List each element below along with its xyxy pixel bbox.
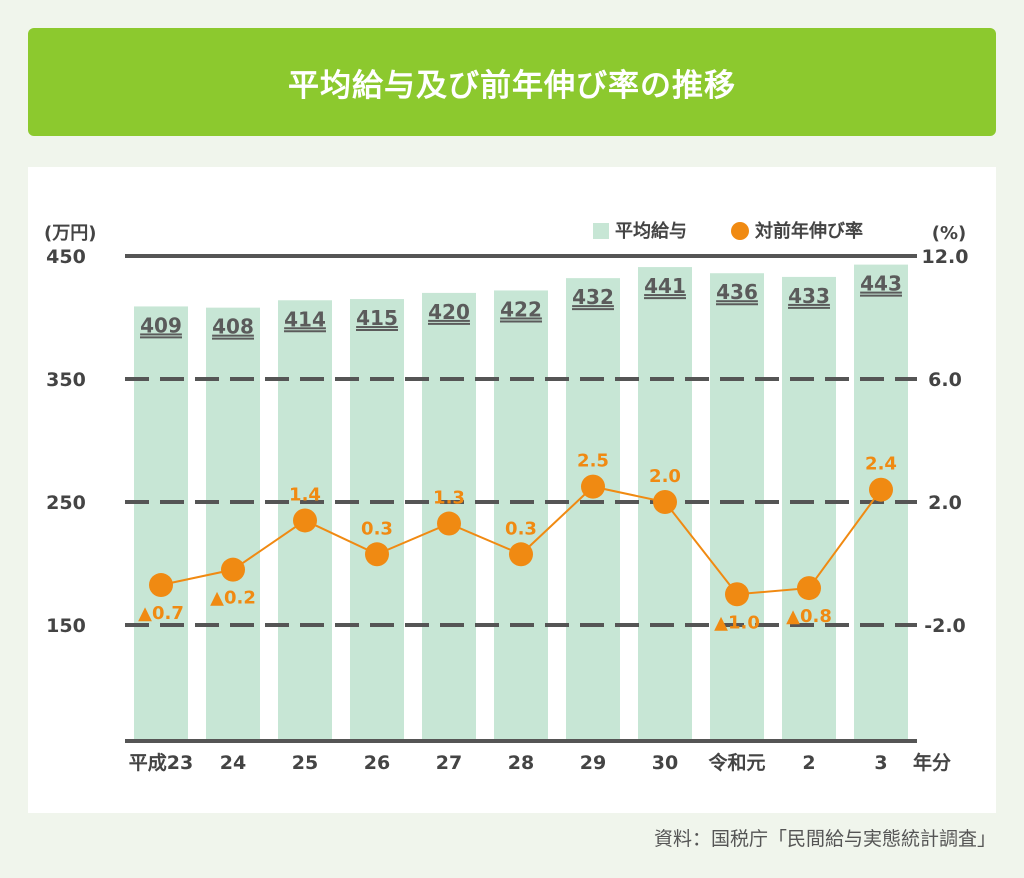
bar-value-label: 436 [716,280,758,304]
growth-value-label: 2.4 [865,454,897,475]
x-axis-unit: 年分 [913,751,951,774]
bar [710,273,764,741]
growth-point [581,474,605,499]
x-tick-label: 27 [436,752,462,774]
left-tick-label: 250 [46,492,86,514]
growth-value-label: 0.3 [361,518,393,539]
bar-value-label: 420 [428,300,470,324]
x-tick-label: 25 [292,752,318,774]
bar [206,307,260,741]
left-tick-label: 450 [46,246,86,268]
title-banner: 平均給与及び前年伸び率の推移 [28,28,996,136]
growth-point [653,490,677,514]
bar [782,276,836,741]
bar-value-label: 415 [356,306,398,330]
chart-title: 平均給与及び前年伸び率の推移 [288,67,736,104]
legend-bar-label: 平均給与 [615,220,687,242]
bar-value-label: 432 [572,285,614,309]
combo-chart: 409 408 414 415 420 422 432 441 436 433 443 (万円)450… [44,220,969,774]
bar-value-label: 408 [212,315,254,339]
left-tick-label: 150 [46,615,86,637]
bar [134,306,188,741]
growth-value-label: 1.3 [433,488,465,509]
bar-value-label: 441 [644,274,686,298]
bar-value-label: 443 [860,272,902,296]
growth-point [221,557,245,582]
right-tick-label: 2.0 [928,492,962,514]
growth-value-label: ▲0.8 [786,606,832,627]
x-tick-label: 26 [364,752,390,774]
source-note: 資料：国税庁「民間給与実態統計調査」 [653,828,996,850]
x-tick-label: 29 [580,752,606,774]
growth-value-label: 2.0 [649,466,681,487]
x-tick-label: 3 [874,752,887,774]
growth-point [437,511,461,536]
x-tick-label: 平成23 [129,751,193,774]
bar-value-label: 422 [500,297,542,321]
x-tick-label: 28 [508,752,534,774]
right-tick-label: -2.0 [924,615,966,637]
growth-value-label: 2.5 [577,451,609,472]
growth-value-label: ▲0.2 [210,588,256,609]
left-axis-unit: (万円) [44,223,96,244]
bar-value-label: 409 [140,313,182,337]
right-tick-label: 12.0 [922,246,969,268]
right-tick-label: 6.0 [928,369,962,391]
bar-value-label: 414 [284,307,326,331]
chart-panel: 409 408 414 415 420 422 432 441 436 433 443 (万円) 450… [28,167,996,813]
right-axis-unit: (%) [932,223,967,244]
legend-line-label: 対前年伸び率 [754,220,863,242]
growth-value-label: 0.3 [505,518,537,539]
x-tick-label: 24 [220,752,246,774]
legend-bar-swatch [593,223,609,239]
left-tick-label: 350 [46,369,86,391]
growth-point [797,576,821,601]
growth-value-label: ▲0.7 [138,603,184,624]
growth-value-label: ▲1.0 [714,612,760,633]
legend-line-marker [731,222,749,240]
bar [350,299,404,741]
bar-value-label: 433 [788,284,830,308]
growth-point [149,573,173,598]
bar [494,290,548,741]
x-tick-label: 令和元 [708,751,765,774]
growth-point [509,542,533,567]
growth-value-label: 1.4 [289,484,321,505]
x-tick-label: 2 [802,752,815,774]
growth-point [293,508,317,533]
x-tick-label: 30 [652,752,678,774]
growth-point [869,477,893,502]
bar [566,278,620,741]
growth-point [365,542,389,567]
growth-point [725,582,749,607]
